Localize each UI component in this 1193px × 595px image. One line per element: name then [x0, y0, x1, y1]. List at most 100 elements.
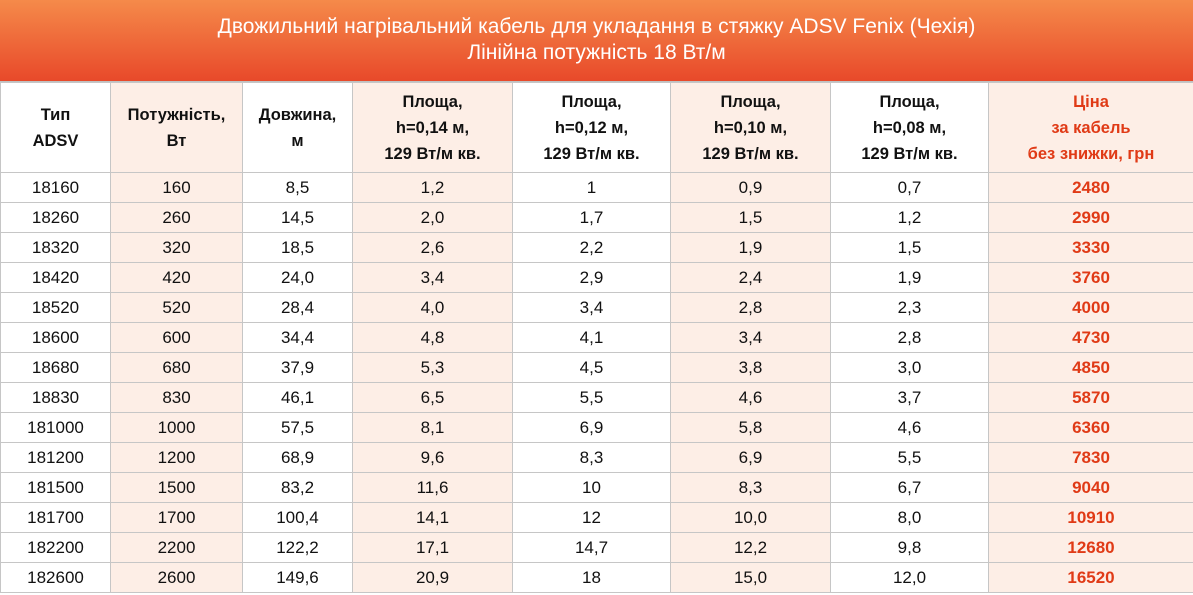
- price-cell: 4000: [988, 292, 1193, 323]
- title: Двожильний нагрівальний кабель для уклад…: [217, 15, 976, 38]
- cell: 0,9: [670, 172, 831, 203]
- column-header: Довжина, м: [242, 82, 353, 173]
- price-cell: 7830: [988, 442, 1193, 473]
- table-row: 18520 520 28,4 4,0 3,4 2,8 2,3 4000: [0, 292, 1193, 323]
- table-row: 181200 1200 68,9 9,6 8,3 6,9 5,5 7830: [0, 442, 1193, 473]
- cell: 17,1: [352, 532, 513, 563]
- cell: 3,7: [830, 382, 989, 413]
- cell: 18260: [0, 202, 111, 233]
- cell: 320: [110, 232, 243, 263]
- cell: 8,3: [512, 442, 671, 473]
- cell: 14,1: [352, 502, 513, 533]
- table-row: 18600 600 34,4 4,8 4,1 3,4 2,8 4730: [0, 322, 1193, 353]
- price-cell: 3760: [988, 262, 1193, 293]
- cell: 181500: [0, 472, 111, 503]
- cell: 18520: [0, 292, 111, 323]
- cell: 2,3: [830, 292, 989, 323]
- cell: 1: [512, 172, 671, 203]
- cell: 2,8: [830, 322, 989, 353]
- cell: 122,2: [242, 532, 353, 563]
- price-cell: 4850: [988, 352, 1193, 383]
- cell: 28,4: [242, 292, 353, 323]
- cell: 12,0: [830, 562, 989, 593]
- cell: 181200: [0, 442, 111, 473]
- cell: 37,9: [242, 352, 353, 383]
- cell: 1,2: [352, 172, 513, 203]
- cell: 160: [110, 172, 243, 203]
- cell: 3,8: [670, 352, 831, 383]
- cell: 5,8: [670, 412, 831, 443]
- cell: 18830: [0, 382, 111, 413]
- table-row: 18260 260 14,5 2,0 1,7 1,5 1,2 2990: [0, 202, 1193, 233]
- cell: 1,5: [830, 232, 989, 263]
- cell: 6,9: [670, 442, 831, 473]
- cell: 24,0: [242, 262, 353, 293]
- cell: 4,0: [352, 292, 513, 323]
- cell: 8,5: [242, 172, 353, 203]
- cell: 8,0: [830, 502, 989, 533]
- cell: 1,7: [512, 202, 671, 233]
- price-cell: 5870: [988, 382, 1193, 413]
- cell: 182200: [0, 532, 111, 563]
- table-row: 182600 2600 149,6 20,9 18 15,0 12,0 16520: [0, 562, 1193, 593]
- price-table: Тип ADSV Потужність, Вт Довжина, м Площа, h…: [0, 82, 1193, 593]
- price-cell: 10910: [988, 502, 1193, 533]
- cell: 260: [110, 202, 243, 233]
- cell: 18160: [0, 172, 111, 203]
- cell: 1,5: [670, 202, 831, 233]
- cell: 0,7: [830, 172, 989, 203]
- cell: 2,2: [512, 232, 671, 263]
- cell: 18420: [0, 262, 111, 293]
- cell: 3,4: [670, 322, 831, 353]
- cell: 1,2: [830, 202, 989, 233]
- cell: 5,3: [352, 352, 513, 383]
- cell: 3,4: [352, 262, 513, 293]
- cell: 600: [110, 322, 243, 353]
- cell: 34,4: [242, 322, 353, 353]
- cell: 20,9: [352, 562, 513, 593]
- cell: 83,2: [242, 472, 353, 503]
- table-row: 18830 830 46,1 6,5 5,5 4,6 3,7 5870: [0, 382, 1193, 413]
- price-cell: 2480: [988, 172, 1193, 203]
- cell: 46,1: [242, 382, 353, 413]
- price-cell: 4730: [988, 322, 1193, 353]
- cell: 14,5: [242, 202, 353, 233]
- header-row: Тип ADSV Потужність, Вт Довжина, м Площа, h…: [0, 82, 1193, 173]
- cell: 6,9: [512, 412, 671, 443]
- cell: 149,6: [242, 562, 353, 593]
- cell: 2,4: [670, 262, 831, 293]
- cell: 2,0: [352, 202, 513, 233]
- cell: 3,0: [830, 352, 989, 383]
- cell: 8,3: [670, 472, 831, 503]
- column-header: Площа, h=0,10 м, 129 Вт/м кв.: [670, 82, 831, 173]
- table-row: 181700 1700 100,4 14,1 12 10,0 8,0 10910: [0, 502, 1193, 533]
- cell: 9,6: [352, 442, 513, 473]
- cell: 6,7: [830, 472, 989, 503]
- cell: 520: [110, 292, 243, 323]
- column-header: Площа, h=0,08 м, 129 Вт/м кв.: [830, 82, 989, 173]
- cell: 2,9: [512, 262, 671, 293]
- price-cell: 3330: [988, 232, 1193, 263]
- title-banner: Двожильний нагрівальний кабель для уклад…: [0, 0, 1193, 82]
- price-cell: 2990: [988, 202, 1193, 233]
- cell: 4,6: [830, 412, 989, 443]
- cell: 182600: [0, 562, 111, 593]
- table-row: 18680 680 37,9 5,3 4,5 3,8 3,0 4850: [0, 352, 1193, 383]
- price-cell: 6360: [988, 412, 1193, 443]
- cell: 18600: [0, 322, 111, 353]
- cell: 1700: [110, 502, 243, 533]
- cell: 4,6: [670, 382, 831, 413]
- cell: 6,5: [352, 382, 513, 413]
- price-cell: 9040: [988, 472, 1193, 503]
- table-row: 18160 160 8,5 1,2 1 0,9 0,7 2480: [0, 172, 1193, 203]
- cell: 100,4: [242, 502, 353, 533]
- cell: 10,0: [670, 502, 831, 533]
- cell: 10: [512, 472, 671, 503]
- cell: 181000: [0, 412, 111, 443]
- cell: 680: [110, 352, 243, 383]
- cell: 2,6: [352, 232, 513, 263]
- column-header: Тип ADSV: [0, 82, 111, 173]
- cell: 68,9: [242, 442, 353, 473]
- cell: 9,8: [830, 532, 989, 563]
